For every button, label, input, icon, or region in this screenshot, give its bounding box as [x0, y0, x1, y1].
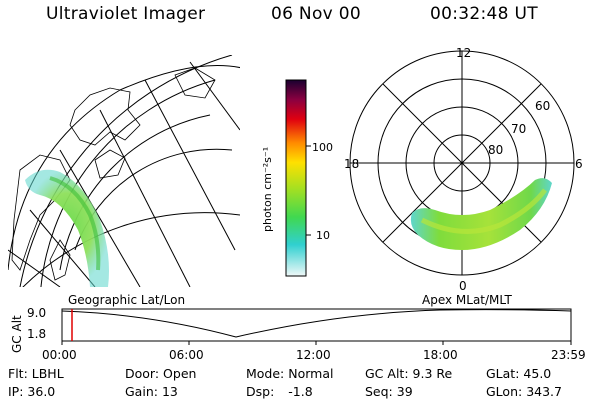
- polar-label-0: 0: [459, 279, 467, 293]
- date-label: 06 Nov 00: [271, 4, 361, 24]
- xtick-2359: 23:59: [551, 348, 586, 362]
- info-gain: Gain: 13: [125, 384, 178, 399]
- info-mode: Mode: Normal: [246, 366, 334, 381]
- xtick-0000: 00:00: [42, 348, 77, 362]
- dsp-value: -1.8: [288, 384, 313, 399]
- info-seq: Seq: 39: [365, 384, 413, 399]
- polar-label-6: 6: [575, 157, 583, 171]
- colorbar-unit-label: photon cm⁻²s⁻¹: [261, 146, 274, 232]
- mode-value: Normal: [288, 366, 334, 381]
- seq-label: Seq:: [365, 384, 393, 399]
- mode-label: Mode:: [246, 366, 285, 381]
- gcalt-label: GC Alt:: [365, 366, 409, 381]
- colorbar: [285, 79, 311, 277]
- colorbar-scale: [285, 79, 307, 277]
- ip-label: IP:: [8, 384, 24, 399]
- gain-value: 13: [161, 384, 178, 399]
- polar-label-12: 12: [456, 46, 472, 60]
- colorbar-tick-100: 100: [312, 141, 333, 154]
- altitude-ymin: 1.8: [27, 327, 47, 341]
- dsp-label: Dsp:: [246, 384, 275, 399]
- altitude-curve: [61, 309, 572, 338]
- flt-value: LBHL: [31, 366, 64, 381]
- glat-label: GLat:: [486, 366, 520, 381]
- altitude-ylabel: GC Alt: [10, 315, 24, 353]
- door-label: Door:: [125, 366, 160, 381]
- info-glat: GLat: 45.0: [486, 366, 551, 381]
- polar-lat-60: 60: [535, 99, 551, 113]
- info-flt: Flt: LBHL: [8, 366, 64, 381]
- glat-value: 45.0: [523, 366, 552, 381]
- gcalt-value: 9.3 Re: [412, 366, 453, 381]
- ip-value: 36.0: [27, 384, 56, 399]
- time-label: 00:32:48 UT: [430, 4, 538, 24]
- polar-lat-80: 80: [488, 143, 504, 157]
- info-dsp: Dsp: -1.8: [246, 384, 313, 399]
- xtick-1800: 18:00: [423, 348, 458, 362]
- flt-label: Flt:: [8, 366, 28, 381]
- altitude-timeline: [61, 308, 572, 345]
- xtick-1200: 12:00: [296, 348, 331, 362]
- altitude-ymax: 9.0: [27, 306, 47, 320]
- polar-label-18: 18: [344, 157, 360, 171]
- xtick-0600: 06:00: [169, 348, 204, 362]
- polar-lat-70: 70: [511, 122, 527, 136]
- gain-label: Gain:: [125, 384, 158, 399]
- geographic-projection-label: Geographic Lat/Lon: [68, 293, 186, 307]
- seq-value: 39: [396, 384, 413, 399]
- info-ip: IP: 36.0: [8, 384, 55, 399]
- door-value: Open: [163, 366, 197, 381]
- info-door: Door: Open: [125, 366, 196, 381]
- polar-plot: [349, 50, 575, 276]
- glon-value: 343.7: [526, 384, 562, 399]
- app-title: Ultraviolet Imager: [46, 4, 206, 24]
- aurora-oval: [410, 178, 552, 250]
- colorbar-tick-10: 10: [316, 229, 330, 242]
- glon-label: GLon:: [486, 384, 523, 399]
- apex-projection-label: Apex MLat/MLT: [422, 293, 512, 307]
- info-glon: GLon: 343.7: [486, 384, 562, 399]
- info-gcalt: GC Alt: 9.3 Re: [365, 366, 452, 381]
